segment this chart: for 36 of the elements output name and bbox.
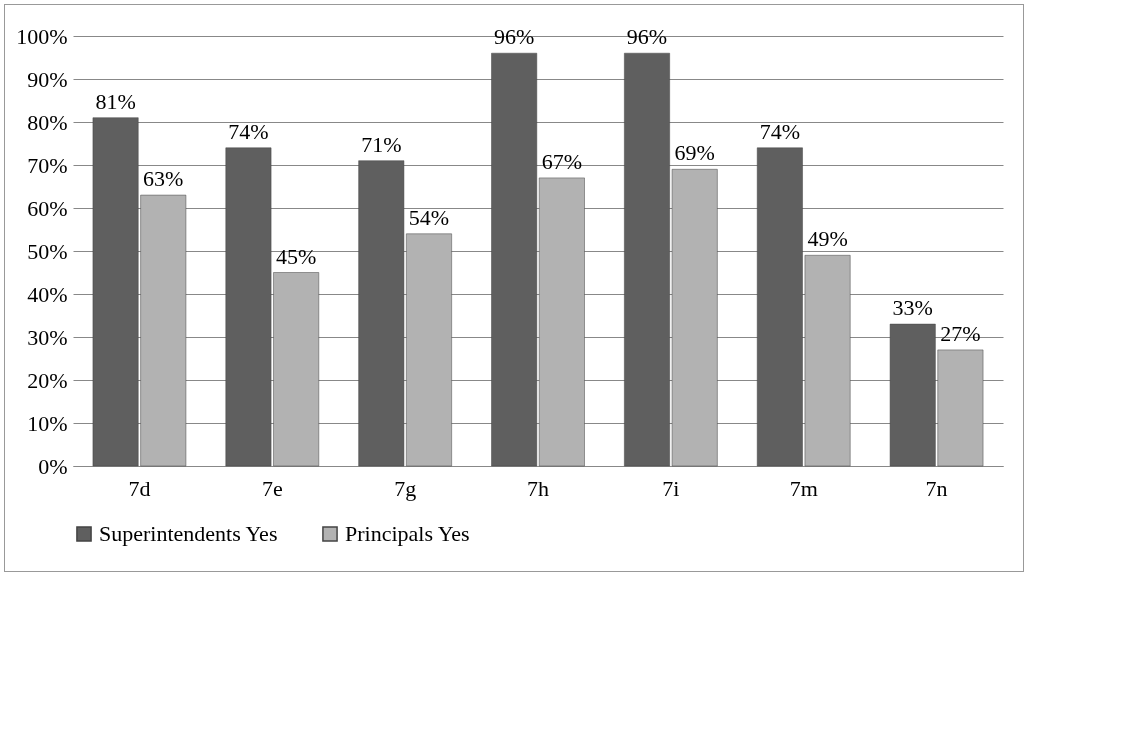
- data-label: 27%: [940, 320, 981, 346]
- data-label: 45%: [275, 243, 317, 269]
- y-tick-label: 60%: [27, 195, 68, 221]
- data-label: 71%: [361, 131, 402, 157]
- data-label: 49%: [807, 226, 848, 252]
- y-tick-label: 10%: [27, 410, 68, 436]
- legend-label: Principals Yes: [345, 521, 470, 546]
- x-tick-label: 7h: [527, 475, 549, 501]
- data-label: 69%: [674, 140, 715, 166]
- bar: [538, 177, 585, 467]
- bar: [491, 52, 538, 467]
- y-tick-label: 20%: [27, 367, 68, 393]
- y-tick-label: 80%: [27, 109, 68, 135]
- y-tick-label: 70%: [27, 152, 68, 178]
- data-label: 33%: [892, 295, 933, 321]
- data-label: 67%: [541, 148, 583, 174]
- data-label: 63%: [143, 166, 184, 192]
- data-label: 96%: [493, 24, 535, 50]
- data-label: 54%: [408, 204, 450, 230]
- y-tick-label: 30%: [27, 324, 68, 350]
- x-tick-label: 7m: [789, 475, 818, 501]
- x-tick-label: 7g: [394, 475, 417, 501]
- legend-label: Superintendents Yes: [99, 521, 278, 546]
- y-tick-label: 40%: [27, 281, 68, 307]
- data-label: 74%: [228, 118, 269, 144]
- data-label: 81%: [95, 88, 136, 114]
- data-label: 74%: [759, 118, 801, 144]
- y-tick-label: 50%: [27, 238, 68, 264]
- data-label: 96%: [626, 24, 668, 50]
- y-tick-label: 90%: [27, 66, 68, 92]
- x-tick-label: 7e: [261, 475, 283, 501]
- y-tick-label: 0%: [38, 453, 68, 479]
- x-tick-label: 7n: [925, 475, 948, 501]
- x-tick-label: 7i: [662, 475, 680, 501]
- x-tick-label: 7d: [128, 475, 151, 501]
- y-tick-label: 100%: [16, 23, 68, 49]
